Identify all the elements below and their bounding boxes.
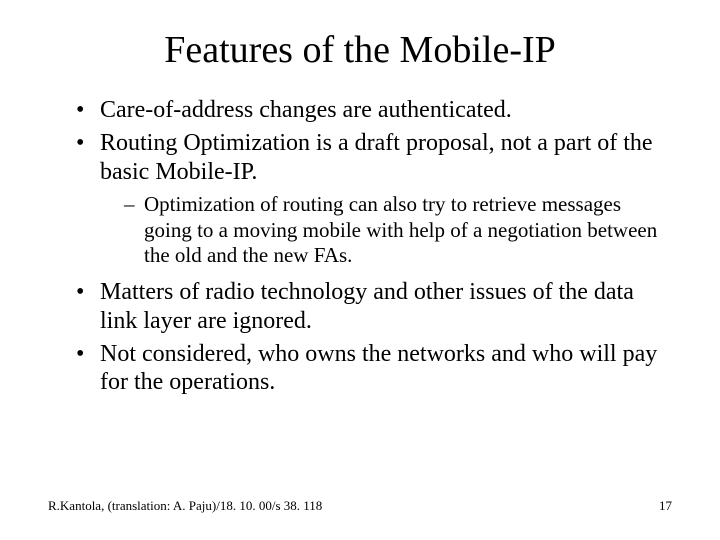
list-item: Not considered, who owns the networks an…: [76, 340, 672, 398]
list-item: Routing Optimization is a draft proposal…: [76, 129, 672, 268]
slide-footer: R.Kantola, (translation: A. Paju)/18. 10…: [48, 498, 672, 514]
page-title: Features of the Mobile-IP: [48, 28, 672, 72]
list-item: Optimization of routing can also try to …: [124, 192, 672, 268]
list-item: Matters of radio technology and other is…: [76, 278, 672, 336]
list-item: Care-of-address changes are authenticate…: [76, 96, 672, 125]
footer-page-number: 17: [659, 498, 672, 514]
bullet-text: Routing Optimization is a draft proposal…: [100, 130, 653, 185]
bullet-text: Not considered, who owns the networks an…: [100, 341, 657, 396]
bullet-text: Matters of radio technology and other is…: [100, 279, 634, 334]
bullet-list: Care-of-address changes are authenticate…: [48, 96, 672, 397]
sub-bullet-text: Optimization of routing can also try to …: [144, 192, 657, 266]
sub-bullet-list: Optimization of routing can also try to …: [100, 192, 672, 268]
footer-left: R.Kantola, (translation: A. Paju)/18. 10…: [48, 498, 322, 514]
bullet-text: Care-of-address changes are authenticate…: [100, 97, 512, 123]
